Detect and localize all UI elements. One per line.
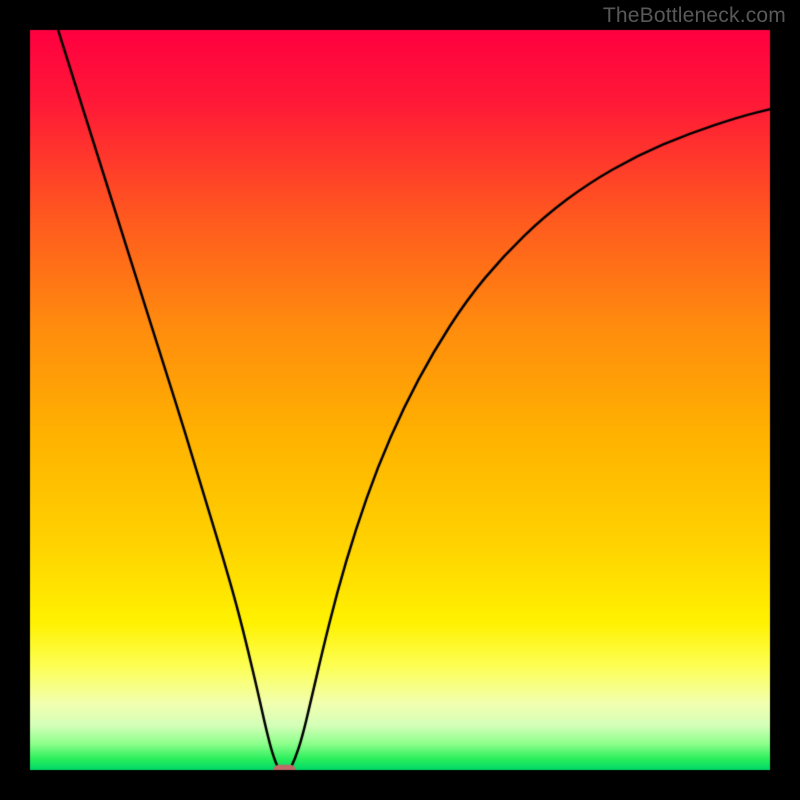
watermark-label: TheBottleneck.com [603,4,786,28]
figure-frame: TheBottleneck.com [0,0,800,800]
gradient-curve-plot [0,0,800,800]
